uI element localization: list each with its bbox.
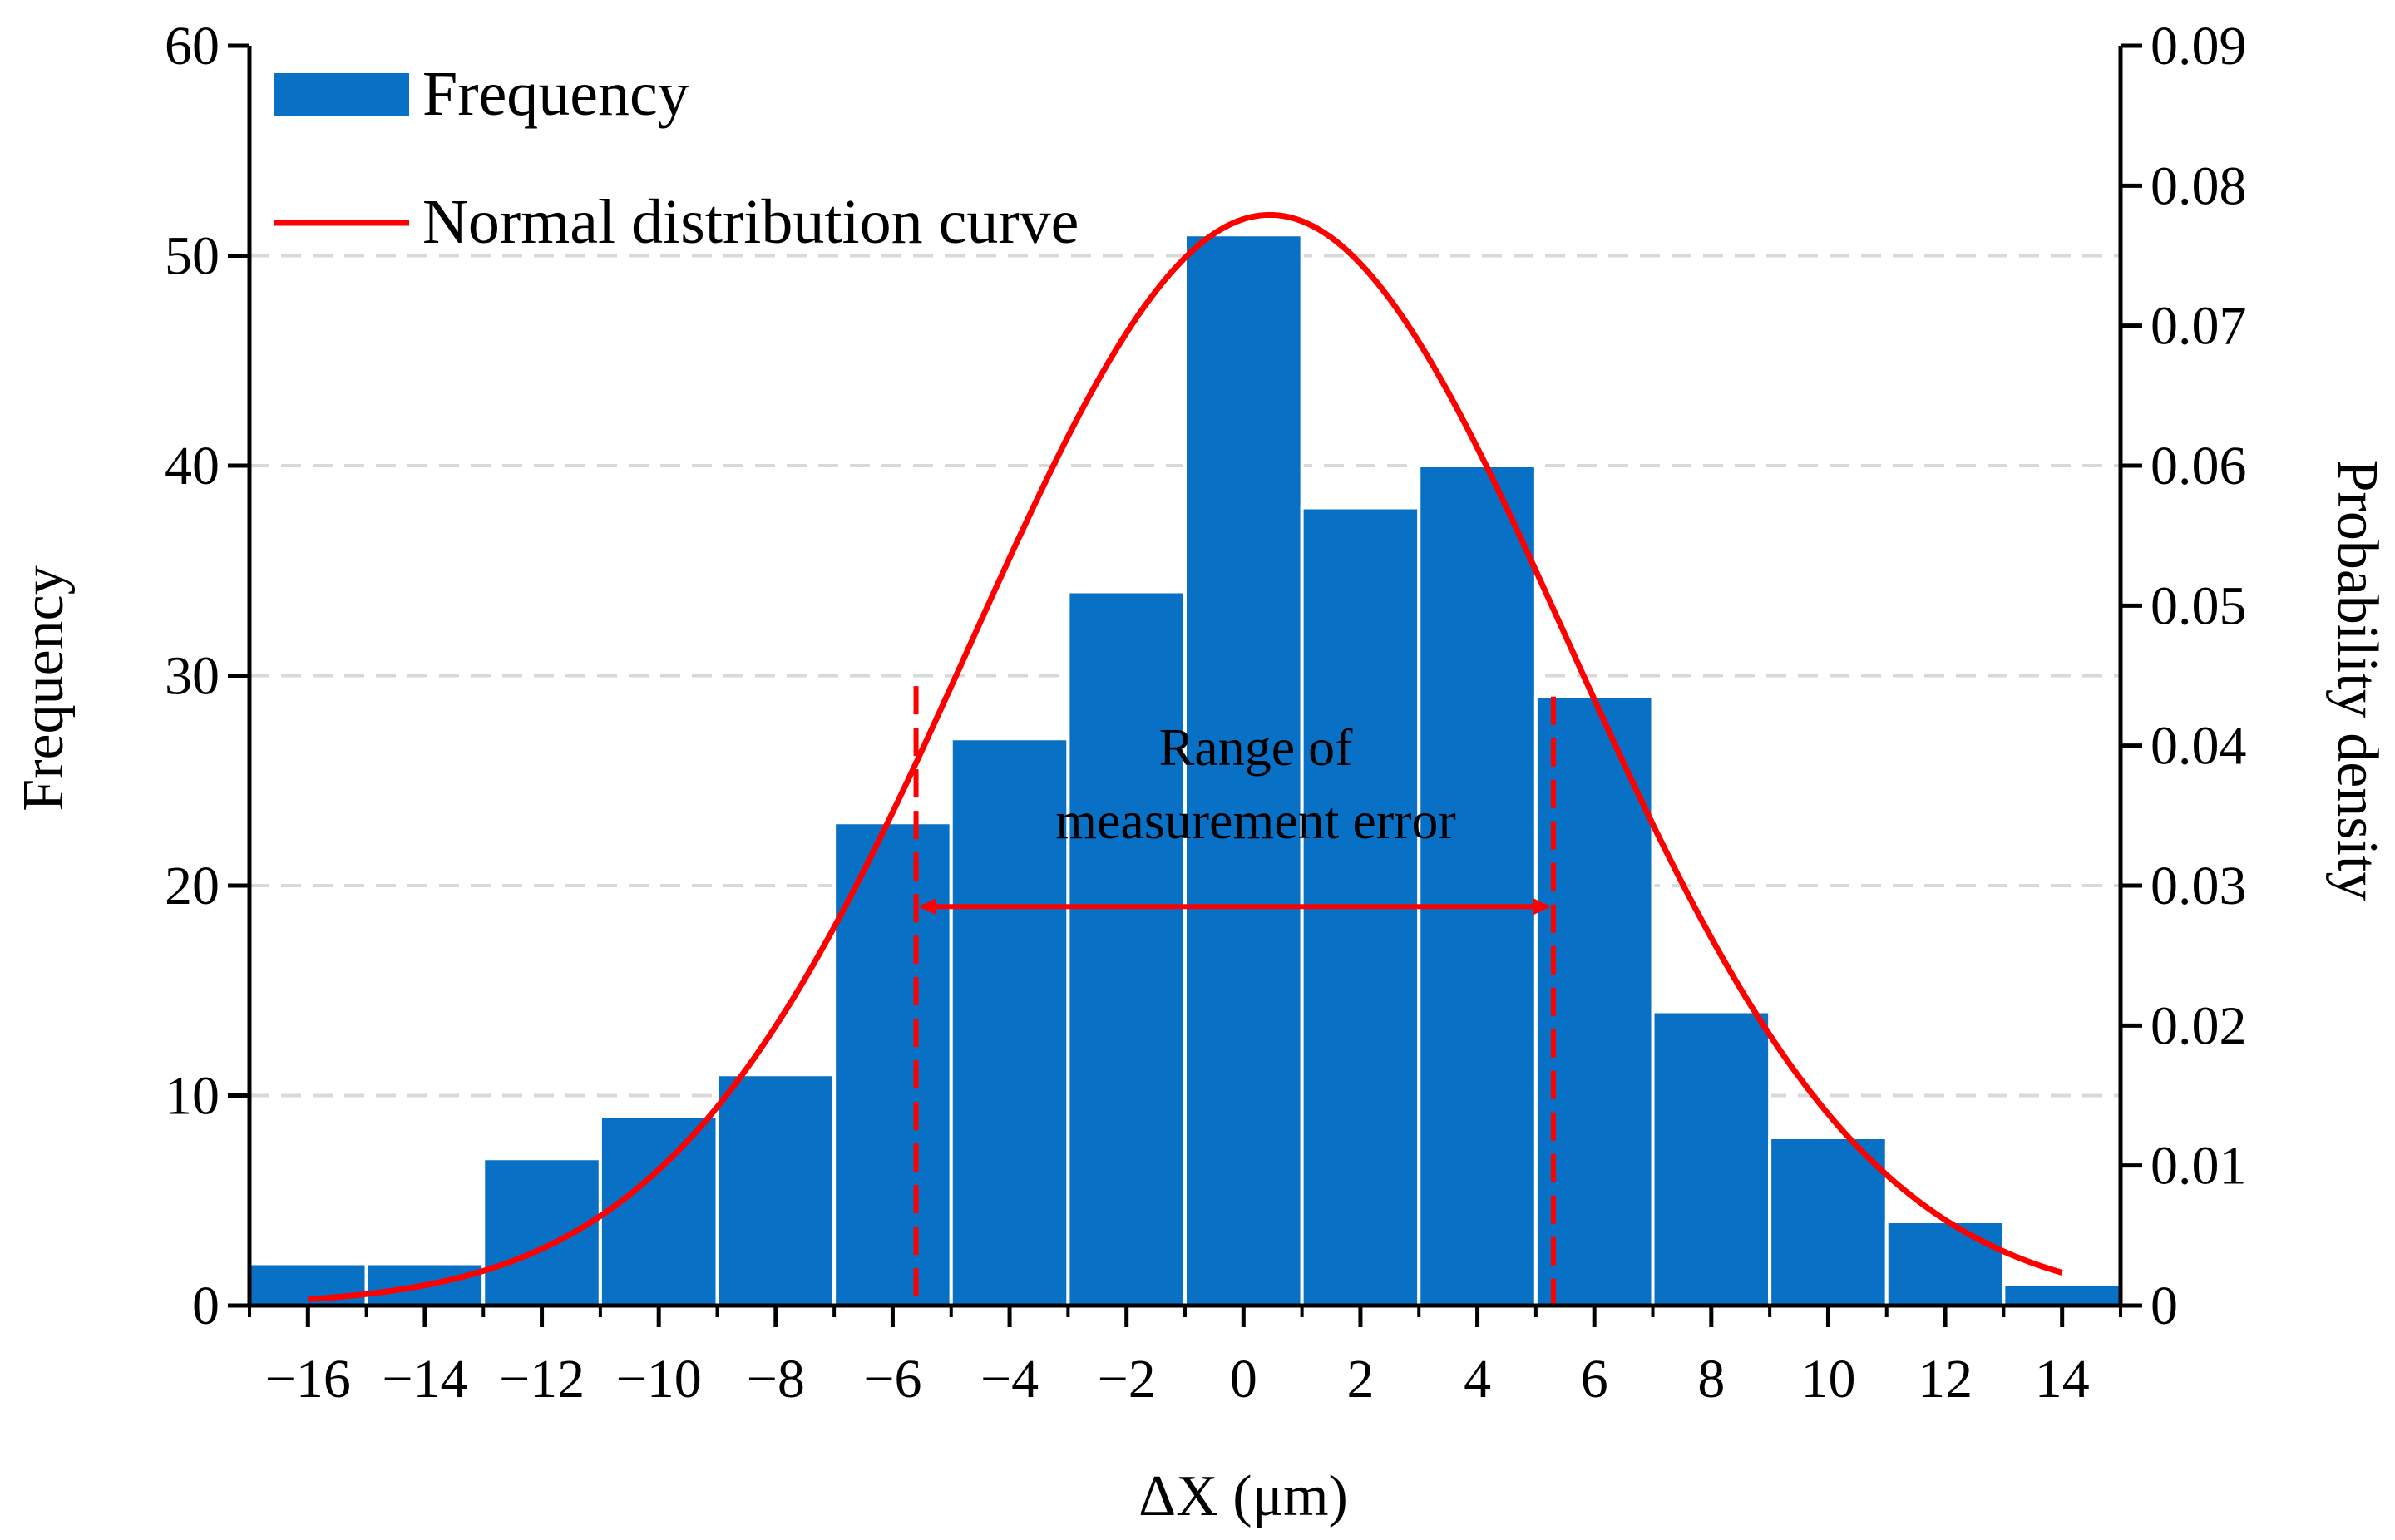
legend: Frequency Normal distribution curve <box>274 59 1079 257</box>
x-tick-label: 12 <box>1918 1349 1973 1409</box>
legend-bar-swatch <box>274 73 409 116</box>
x-tick-label: 14 <box>2035 1349 2090 1409</box>
y2-tick-label: 0.09 <box>2151 16 2247 77</box>
x-tick-label: −2 <box>1098 1349 1156 1409</box>
x-tick-label: 2 <box>1346 1349 1374 1409</box>
x-tick-label: 10 <box>1800 1349 1855 1409</box>
bar <box>1066 590 1187 1307</box>
y2-tick-label: 0.08 <box>2151 155 2247 216</box>
bar <box>1651 1009 1772 1307</box>
y2-axis-title: Probability density <box>2325 460 2389 901</box>
legend-curve-label: Normal distribution curve <box>422 187 1079 257</box>
y-tick-label: 30 <box>165 646 220 707</box>
normal-curve <box>308 211 2063 1302</box>
y2-tick-label: 0.01 <box>2151 1136 2247 1197</box>
y2-tick-label: 0.04 <box>2151 716 2247 777</box>
x-tick-label: −4 <box>980 1349 1039 1409</box>
y-tick-label: 0 <box>192 1276 220 1336</box>
bar <box>1884 1220 2006 1307</box>
legend-frequency-label: Frequency <box>422 59 689 129</box>
x-tick-label: 0 <box>1230 1349 1257 1409</box>
x-tick-label: 8 <box>1697 1349 1725 1409</box>
y-tick-label: 20 <box>165 856 220 916</box>
bar <box>2002 1282 2122 1307</box>
y-tick-label: 60 <box>165 16 220 77</box>
bar <box>598 1114 719 1307</box>
bar <box>481 1157 602 1307</box>
y2-tick-label: 0.02 <box>2151 995 2247 1056</box>
y-tick-label: 50 <box>165 226 220 287</box>
bar <box>1417 464 1538 1307</box>
x-tick-label: 6 <box>1581 1349 1608 1409</box>
annotation-line-1: Range of <box>1159 718 1354 777</box>
bar <box>715 1073 837 1307</box>
y2-tick-label: 0.06 <box>2151 436 2247 496</box>
y2-tick-label: 0.03 <box>2151 856 2247 916</box>
x-tick-label: −8 <box>747 1349 805 1409</box>
y-axis-title: Frequency <box>12 565 76 811</box>
x-tick-label: 4 <box>1464 1349 1491 1409</box>
y-tick-label: 40 <box>165 436 220 496</box>
normal-curve-layer <box>308 211 2063 1302</box>
x-tick-label: −12 <box>499 1349 585 1409</box>
y2-tick-label: 0 <box>2151 1276 2178 1336</box>
bar <box>1768 1136 1889 1307</box>
annotation-line-2: measurement error <box>1055 791 1456 850</box>
axis-ticks: −16 −14 −12 −10 −8 −6 −4 −2 0 2 4 6 8 10 12 14 0 10 20 30 40… <box>165 16 2247 1409</box>
y2-tick-label: 0.07 <box>2151 296 2247 357</box>
x-tick-label: −10 <box>616 1349 702 1409</box>
x-tick-label: −6 <box>863 1349 921 1409</box>
bar <box>1183 233 1304 1307</box>
y2-tick-label: 0.05 <box>2151 575 2247 636</box>
x-tick-label: −14 <box>382 1349 467 1409</box>
x-tick-label: −16 <box>265 1349 351 1409</box>
annotation-layer <box>913 686 1556 1306</box>
bar <box>949 737 1070 1307</box>
x-axis-title: ΔX (μm) <box>1138 1464 1348 1528</box>
y-tick-label: 10 <box>165 1066 220 1127</box>
